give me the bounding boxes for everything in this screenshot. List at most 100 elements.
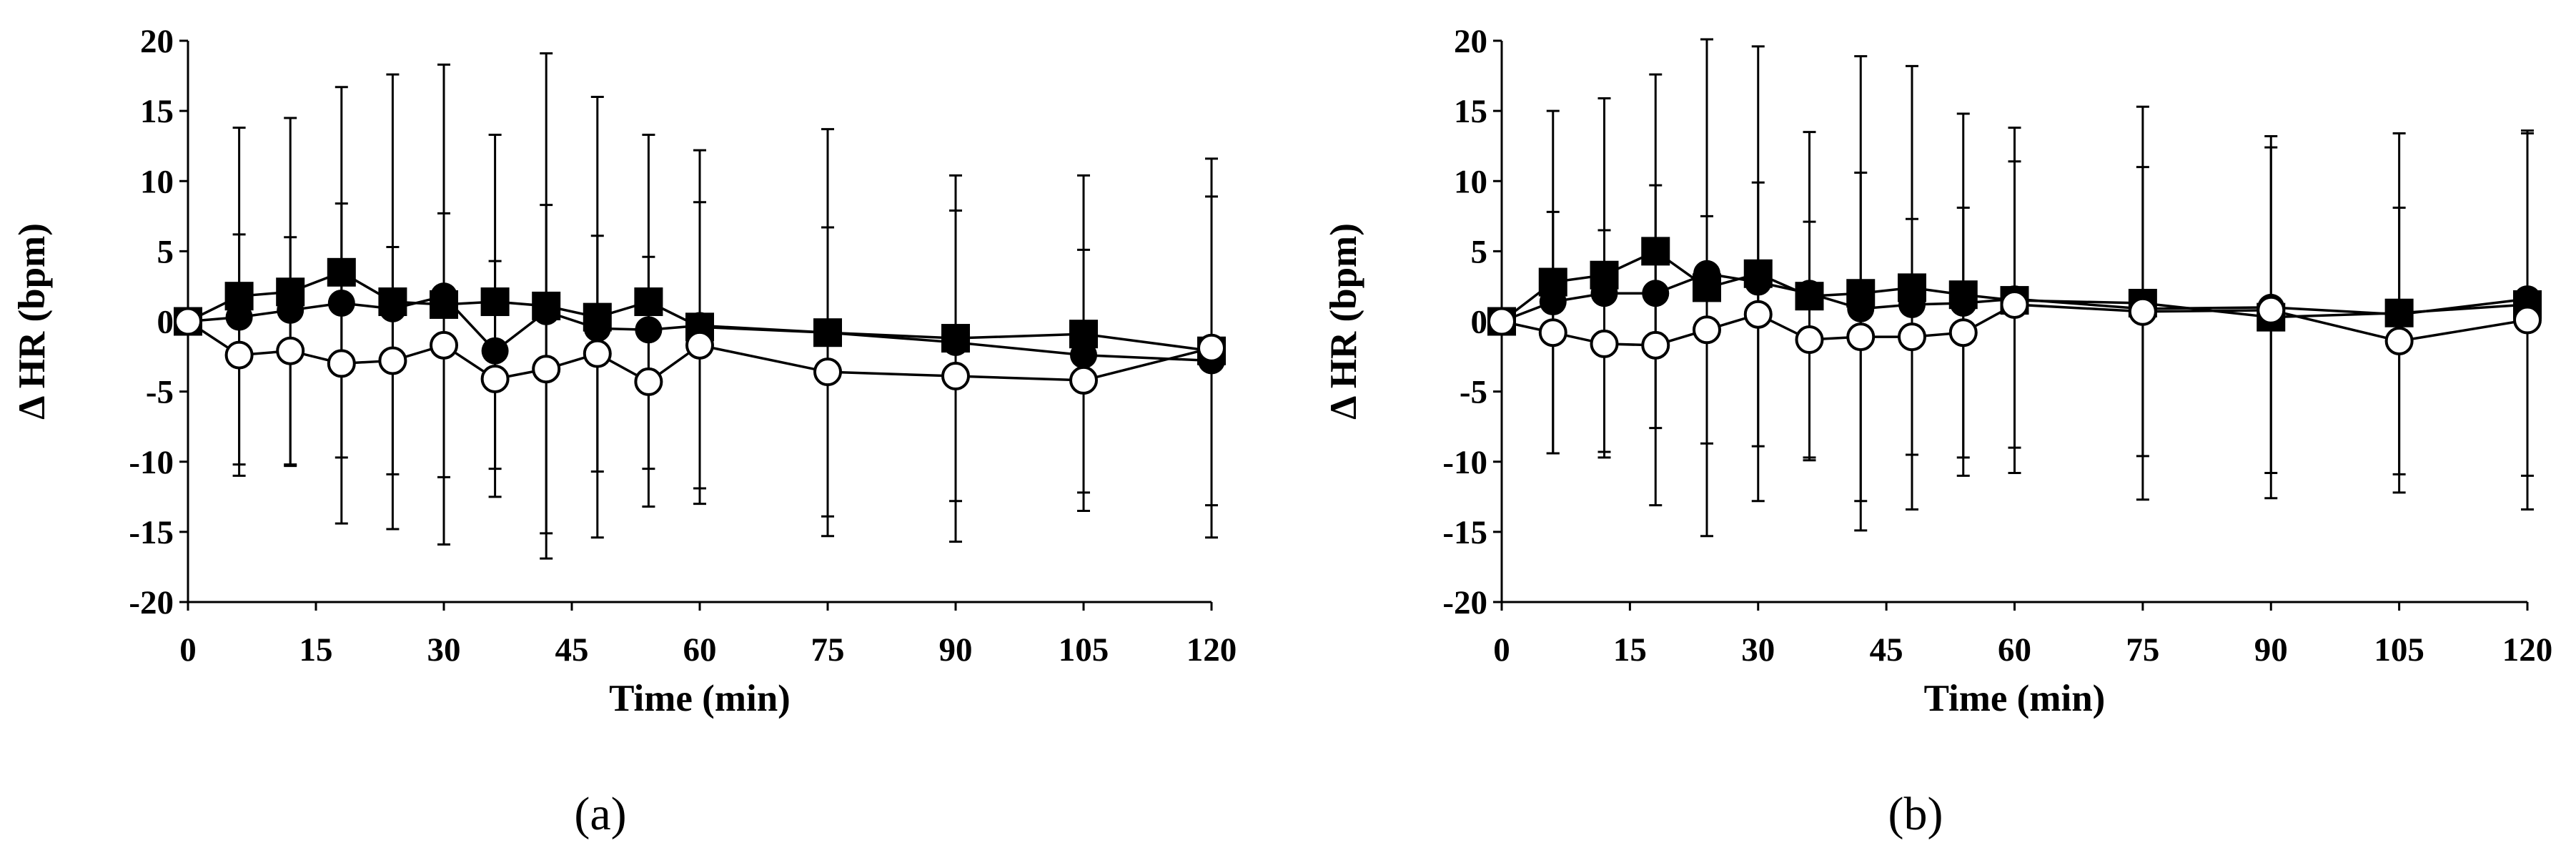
data-point-filled-circle — [635, 316, 663, 344]
x-tick-label: 120 — [2502, 631, 2553, 669]
data-point-open-circle — [2000, 290, 2029, 319]
data-point-square — [378, 287, 407, 317]
data-point-filled-circle — [327, 289, 355, 317]
data-point-open-circle — [583, 339, 612, 368]
data-point-square — [1743, 259, 1773, 288]
y-tick-label: -20 — [129, 584, 174, 621]
data-point-square — [1590, 260, 1619, 290]
data-point-square — [430, 290, 458, 319]
y-axis-title: Δ HR (bpm) — [11, 223, 53, 420]
data-point-square — [1795, 282, 1824, 311]
data-point-square — [2384, 298, 2414, 327]
data-point-open-circle — [1743, 300, 1773, 329]
data-point-square — [583, 302, 612, 332]
data-point-square — [1069, 320, 1098, 349]
data-point-square — [1846, 279, 1876, 308]
data-point-open-circle — [1846, 322, 1876, 352]
chart-panel-1: -20 -15 -10 -5 0 5 10 15 20 0 15 30 45 60 75 90 105 120 Ti… — [11, 23, 1237, 840]
y-tick-label: 5 — [1471, 233, 1488, 270]
x-tick-label: 15 — [1613, 631, 1647, 669]
x-tick-label: 75 — [2126, 631, 2159, 669]
x-tick-label: 45 — [555, 631, 589, 669]
x-tick-label: 30 — [427, 631, 461, 669]
x-tick-label: 60 — [683, 631, 717, 669]
data-point-open-circle — [634, 367, 663, 396]
data-point-open-circle — [327, 349, 356, 378]
y-tick-label: -5 — [1460, 374, 1487, 411]
data-point-open-circle — [1795, 325, 1824, 355]
data-point-square — [276, 277, 305, 307]
data-point-square — [1538, 267, 1567, 297]
data-point-open-circle — [2513, 305, 2542, 335]
data-point-open-circle — [1641, 330, 1670, 360]
x-tick-label: 0 — [1493, 631, 1510, 669]
data-point-open-circle — [2128, 297, 2157, 326]
y-tick-label: -10 — [1442, 444, 1487, 481]
x-tick-label: 120 — [1187, 631, 1237, 669]
data-point-open-circle — [480, 364, 510, 393]
data-point-open-circle — [685, 330, 714, 360]
x-tick-label: 105 — [1059, 631, 1109, 669]
y-tick-label: 0 — [157, 304, 174, 341]
data-point-open-circle — [1197, 333, 1226, 363]
y-tick-label: 15 — [140, 93, 174, 130]
data-point-open-circle — [532, 355, 561, 384]
y-tick-label: 0 — [1471, 304, 1488, 341]
x-tick-label: 105 — [2374, 631, 2424, 669]
data-point-open-circle — [813, 358, 842, 387]
y-tick-label: 15 — [1454, 93, 1487, 130]
y-tick-label: 10 — [140, 163, 174, 200]
x-tick-label: 90 — [939, 631, 973, 669]
data-point-square — [1948, 280, 1978, 310]
data-point-open-circle — [378, 346, 407, 375]
data-point-square — [224, 282, 254, 311]
y-tick-label: -10 — [129, 444, 174, 481]
y-tick-label: -5 — [146, 374, 174, 411]
x-tick-label: 90 — [2254, 631, 2288, 669]
x-tick-label: 15 — [299, 631, 333, 669]
data-point-open-circle — [1948, 318, 1978, 347]
y-tick-label: -15 — [129, 514, 174, 551]
panel-label: (a) — [574, 788, 626, 840]
data-point-open-circle — [1487, 307, 1516, 336]
data-point-filled-circle — [1642, 280, 1670, 307]
data-point-open-circle — [276, 336, 305, 365]
data-point-open-circle — [1898, 322, 1926, 352]
x-tick-label: 0 — [179, 631, 197, 669]
data-point-square — [480, 287, 510, 317]
data-point-square — [1693, 273, 1721, 302]
data-point-open-circle — [1538, 318, 1567, 347]
data-point-filled-circle — [481, 337, 509, 365]
y-tick-label: 20 — [140, 23, 174, 60]
data-point-open-circle — [941, 362, 970, 391]
data-point-open-circle — [1590, 329, 1619, 358]
data-point-square — [941, 324, 970, 353]
x-tick-label: 30 — [1741, 631, 1775, 669]
y-tick-label: -15 — [1442, 514, 1487, 551]
data-point-open-circle — [224, 340, 254, 370]
data-point-open-circle — [430, 330, 458, 360]
x-axis-title: Time (min) — [609, 678, 791, 719]
data-point-open-circle — [2384, 326, 2414, 355]
data-point-square — [813, 318, 842, 347]
y-axis-title: Δ HR (bpm) — [1323, 223, 1364, 420]
x-tick-label: 60 — [1998, 631, 2031, 669]
data-point-square — [1898, 273, 1926, 302]
data-point-square — [1641, 237, 1670, 266]
y-tick-label: -20 — [1442, 584, 1487, 621]
data-point-square — [634, 287, 663, 317]
x-axis-title: Time (min) — [1924, 678, 2106, 719]
data-point-open-circle — [174, 307, 202, 336]
data-point-open-circle — [1693, 315, 1721, 345]
chart-panel-2: -20 -15 -10 -5 0 5 10 15 20 0 15 30 45 60 75 90 105 120 Ti… — [1323, 23, 2552, 840]
x-tick-label: 45 — [1870, 631, 1903, 669]
y-tick-label: 5 — [157, 233, 174, 270]
x-tick-label: 75 — [811, 631, 845, 669]
panel-label: (b) — [1888, 788, 1943, 840]
y-tick-label: 20 — [1454, 23, 1487, 60]
data-point-open-circle — [2257, 295, 2286, 325]
data-point-open-circle — [1069, 365, 1098, 395]
y-tick-label: 10 — [1454, 163, 1487, 200]
data-point-square — [327, 257, 356, 287]
